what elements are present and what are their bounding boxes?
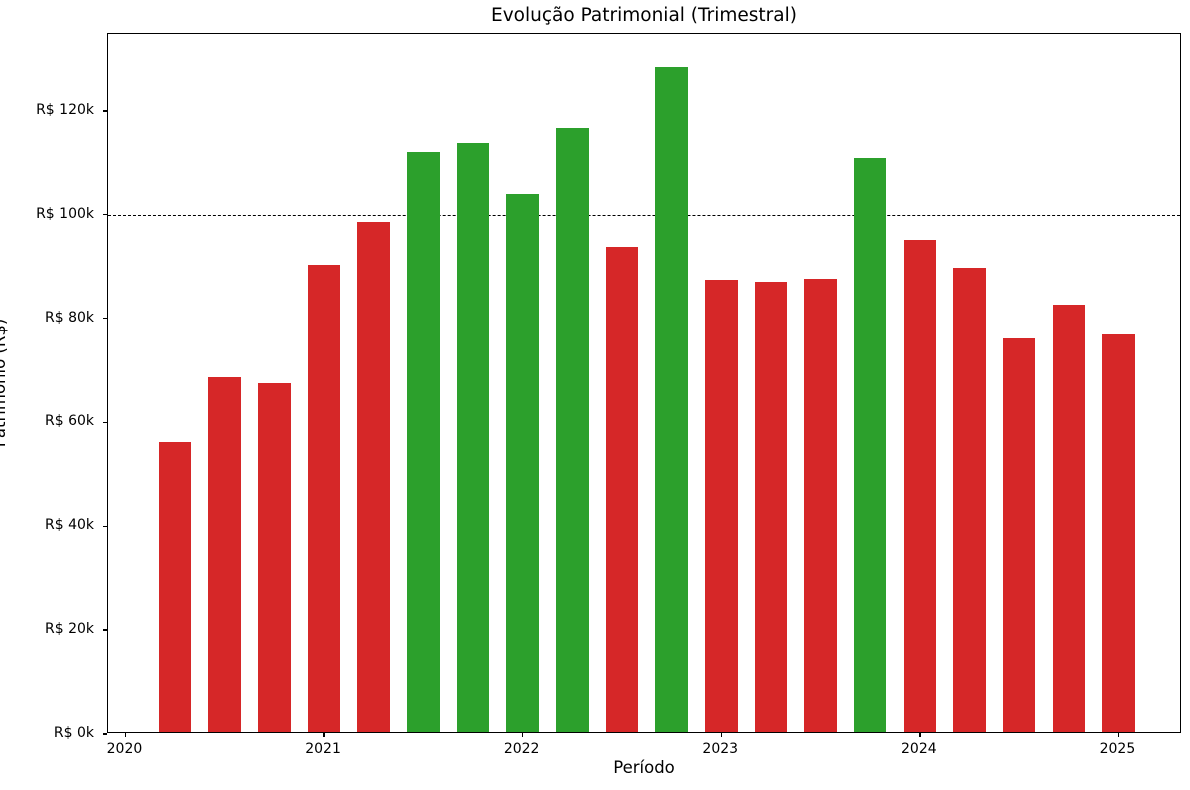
y-tick-mark (102, 317, 107, 320)
x-tick-label: 2021 (305, 741, 341, 757)
x-tick-mark (1117, 733, 1120, 738)
y-tick-label: R$ 60k (44, 413, 94, 430)
chart-title: Evolução Patrimonial (Trimestral) (491, 5, 797, 26)
bar-2023-Q2 (754, 281, 788, 732)
threshold-line-100k (108, 214, 1180, 216)
x-tick-mark (919, 733, 921, 738)
y-tick-mark (102, 421, 107, 424)
bar-2022-Q4 (655, 66, 688, 732)
bar-2023-Q4 (853, 158, 887, 732)
bar-2024-Q3 (1002, 337, 1036, 732)
x-tick-mark (522, 733, 524, 738)
bar-2022-Q1 (506, 194, 539, 732)
x-tick-label: 2025 (1099, 741, 1136, 757)
bar-2024-Q4 (1052, 305, 1086, 732)
bar-2020-Q3 (208, 376, 242, 732)
bar-2021-Q4 (456, 143, 490, 732)
bar-2023-Q3 (804, 278, 837, 732)
y-tick-mark (102, 214, 107, 216)
x-tick-label: 2020 (106, 741, 143, 757)
y-tick-mark (102, 110, 107, 112)
y-tick-mark (102, 629, 107, 631)
y-tick-mark (102, 525, 107, 527)
x-axis-label: Período (613, 758, 675, 777)
y-tick-label: R$ 120k (36, 101, 94, 118)
y-tick-label: R$ 80k (44, 309, 94, 326)
bar-2024-Q2 (953, 268, 986, 732)
y-axis-label: Patrimônio (R$) (0, 318, 9, 448)
bar-2020-Q4 (258, 383, 291, 732)
bar-2021-Q1 (307, 264, 341, 732)
bar-2024-Q1 (903, 240, 937, 732)
bar-2022-Q2 (556, 127, 589, 732)
bar-2022-Q3 (605, 247, 639, 732)
x-tick-label: 2023 (702, 741, 739, 757)
y-tick-mark (102, 733, 107, 735)
x-tick-label: 2022 (503, 741, 540, 757)
plot-area (102, 33, 1181, 738)
y-tick-label: R$ 20k (44, 621, 94, 638)
x-tick-label: 2024 (901, 741, 937, 757)
y-tick-label: R$ 40k (44, 517, 94, 534)
x-tick-mark (124, 733, 127, 738)
x-tick-mark (323, 733, 325, 738)
bar-2021-Q3 (407, 152, 440, 732)
bar-2023-Q1 (704, 279, 738, 732)
bar-2025-Q1 (1102, 333, 1135, 732)
bar-2020-Q2 (158, 442, 192, 732)
y-tick-label: R$ 0k (53, 725, 94, 741)
x-tick-mark (720, 733, 722, 738)
bar-2021-Q2 (357, 221, 390, 732)
y-tick-label: R$ 100k (36, 205, 94, 222)
